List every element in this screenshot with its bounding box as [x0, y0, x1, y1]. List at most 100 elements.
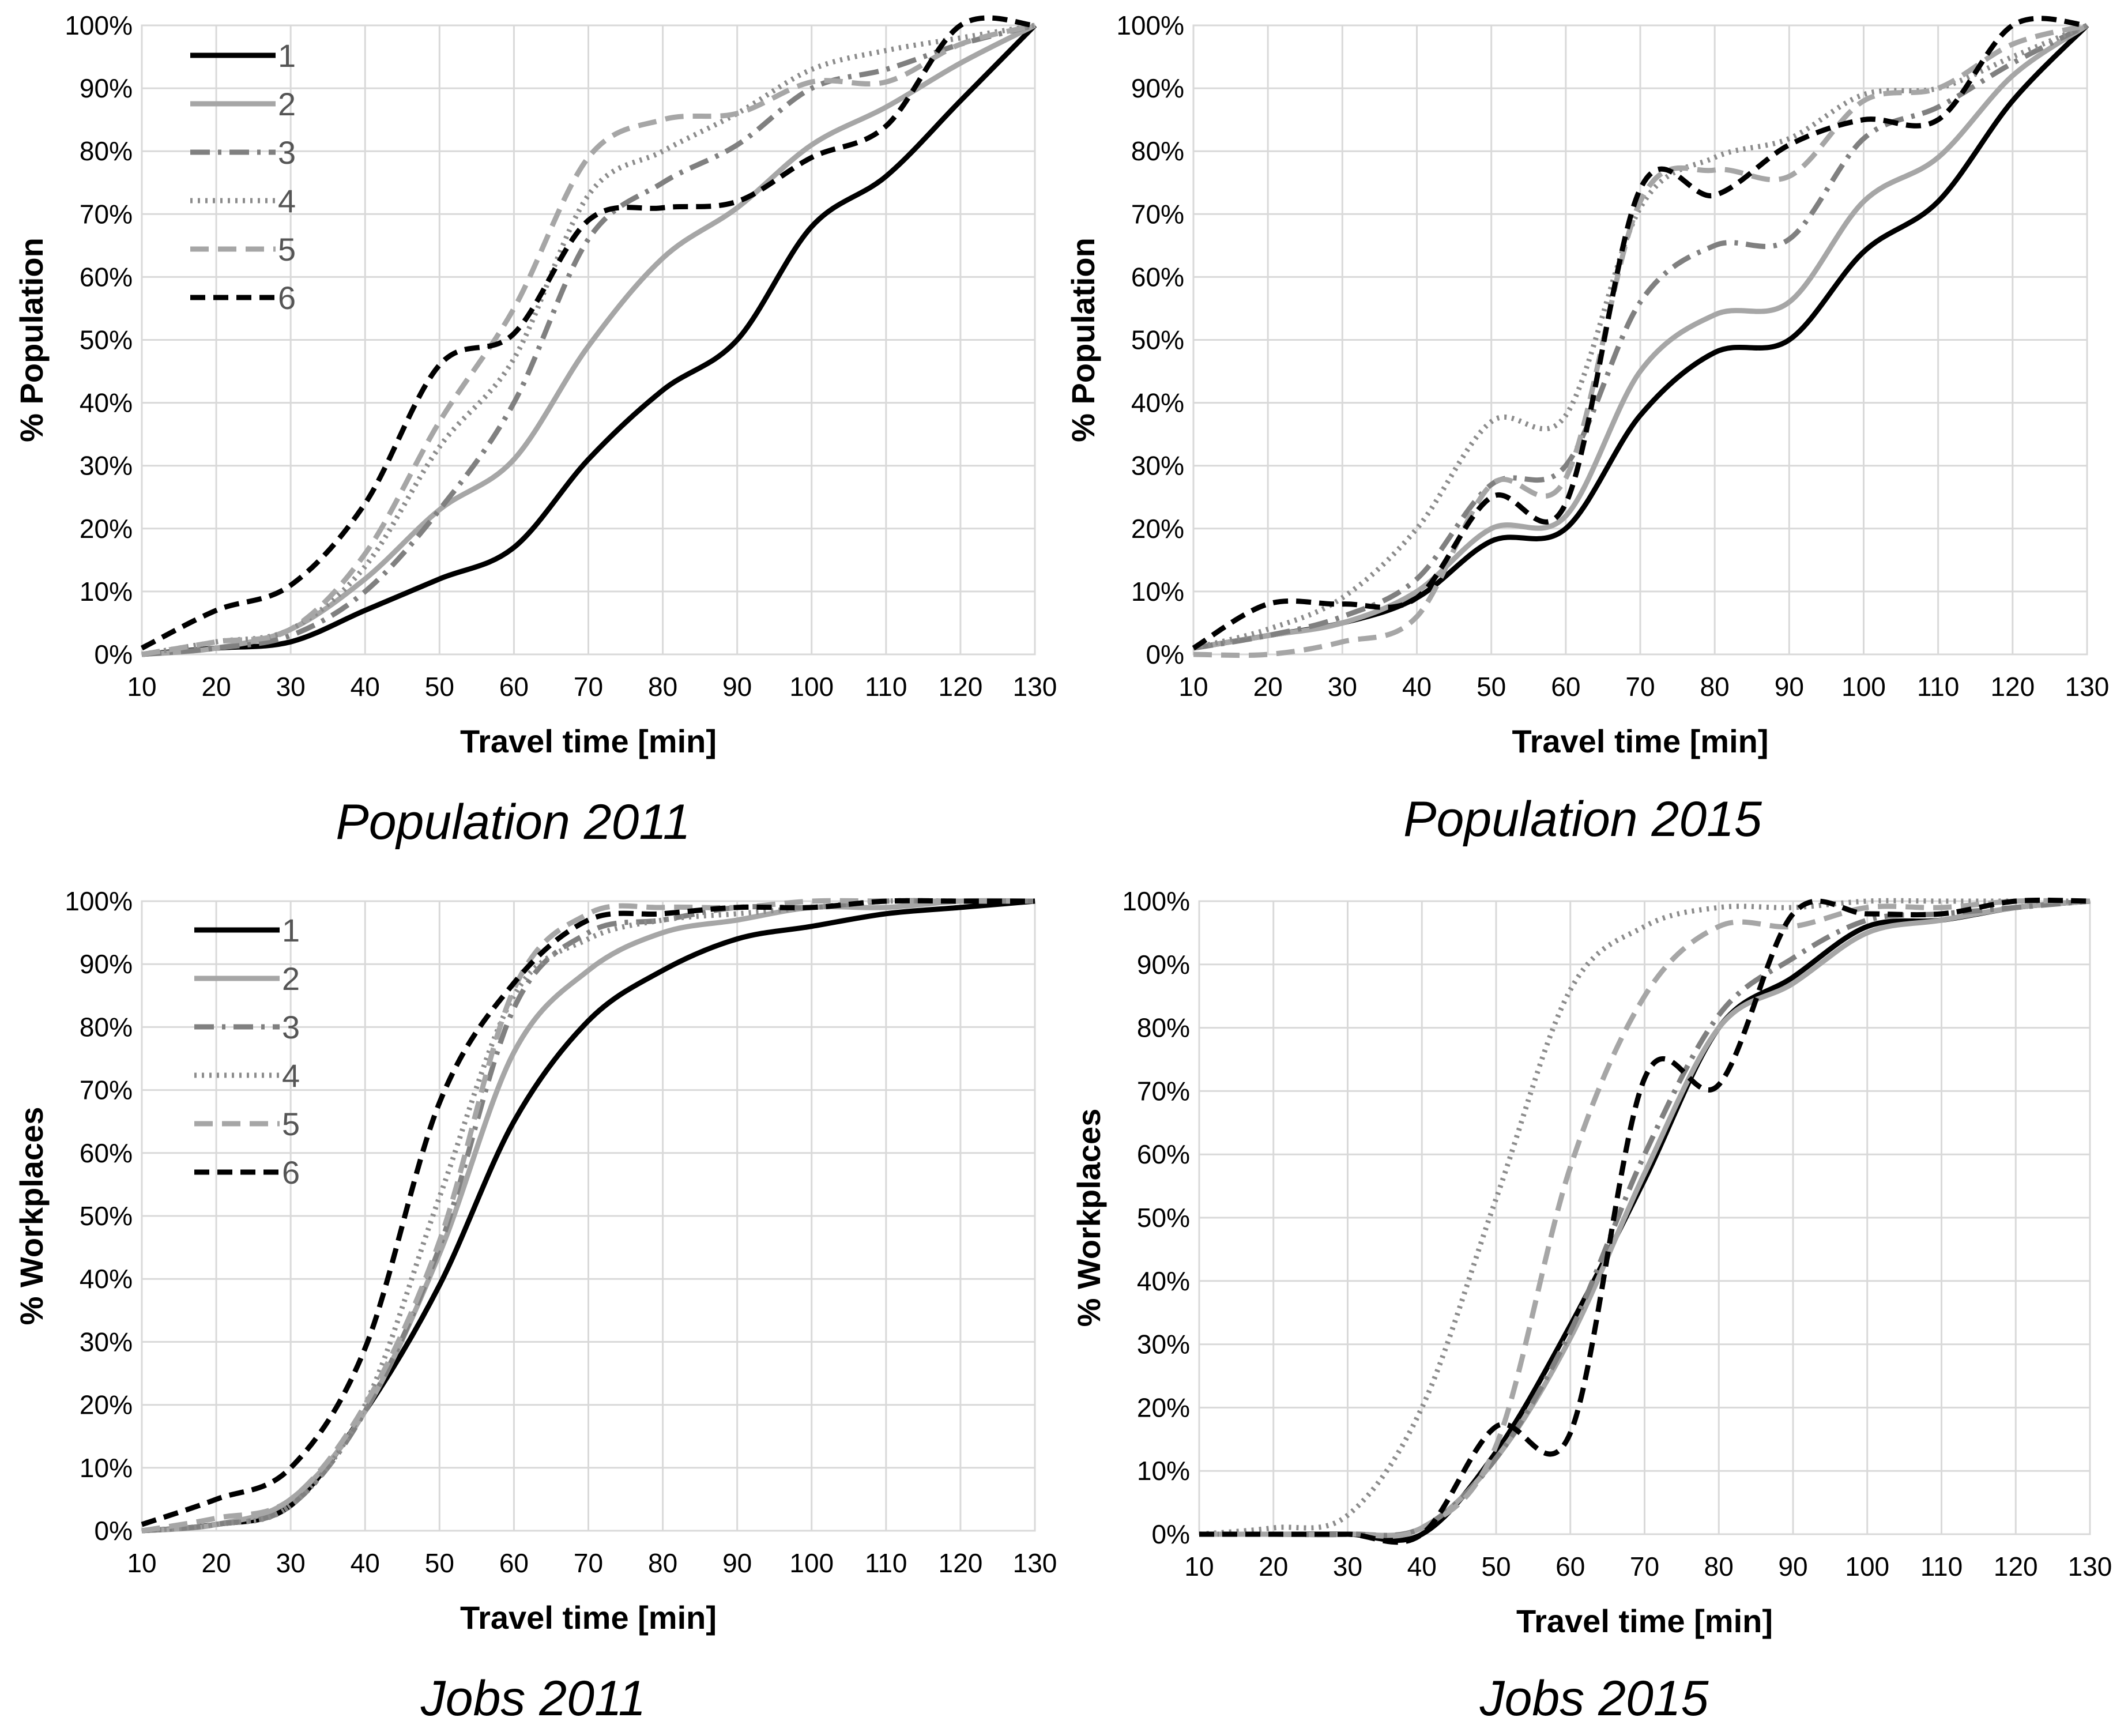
x-axis-title: Travel time [min] [1516, 1603, 1773, 1639]
x-tick-label: 50 [425, 672, 454, 702]
x-tick-label: 110 [1920, 1552, 1963, 1581]
y-tick-label: 20% [80, 514, 133, 544]
x-tick-label: 90 [1775, 672, 1804, 702]
chart-panel-2: 10 20 30 40 50 60 70 80 90 100 110 120 130 0% 10% 20% 30… [1065, 10, 2109, 847]
x-tick-label: 30 [1328, 672, 1357, 702]
y-tick-label: 90% [80, 949, 133, 979]
plot-frame [141, 24, 1036, 656]
x-tick-label: 80 [1700, 672, 1730, 702]
x-tick-label: 90 [1778, 1552, 1807, 1581]
x-tick-label: 10 [127, 1548, 156, 1578]
y-tick-label: 10% [80, 1453, 133, 1483]
y-tick-label: 40% [1131, 388, 1184, 418]
x-tick-label: 10 [127, 672, 156, 702]
chart-panel-1: 10 20 30 40 50 60 70 80 90 100 110 120 130 0% 10% 20% 30… [13, 10, 1057, 850]
y-tick-label: 60% [80, 262, 133, 292]
y-tick-label: 100% [65, 10, 133, 40]
x-tick-label: 40 [351, 1548, 380, 1578]
x-tick-label: 40 [351, 672, 380, 702]
x-tick-label: 20 [201, 1548, 231, 1578]
y-tick-label: 60% [1137, 1139, 1190, 1169]
y-tick-label: 20% [1137, 1392, 1190, 1422]
x-tick-label: 20 [1259, 1552, 1288, 1581]
x-tick-label: 50 [1481, 1552, 1511, 1581]
y-tick-label: 80% [80, 1012, 133, 1042]
y-tick-label: 60% [1131, 262, 1184, 292]
x-tick-label: 120 [939, 1548, 983, 1578]
x-tick-label: 70 [574, 672, 603, 702]
x-tick-label: 60 [499, 672, 529, 702]
y-tick-label: 50% [1137, 1203, 1190, 1233]
y-tick-label: 30% [1131, 451, 1184, 481]
chart-panel-3: 10 20 30 40 50 60 70 80 90 100 110 120 130 0% 10% 20% 30… [13, 886, 1057, 1726]
legend-label-3: 3 [282, 1009, 300, 1045]
x-tick-label: 20 [1253, 672, 1283, 702]
series-line-2 [1193, 23, 2089, 651]
x-tick-label: 50 [1477, 672, 1506, 702]
x-tick-label: 20 [201, 672, 231, 702]
plot-frame [141, 900, 1036, 1532]
legend-label-5: 5 [278, 231, 296, 268]
series-line-6 [141, 898, 1035, 1527]
y-tick-label: 30% [1137, 1330, 1190, 1360]
x-tick-label: 100 [1845, 1552, 1889, 1581]
x-tick-label: 80 [648, 1548, 677, 1578]
plot-frame [1198, 900, 2091, 1535]
y-tick-label: 50% [80, 325, 133, 355]
series-line-5 [1193, 22, 2088, 658]
x-tick-label: 100 [789, 1548, 834, 1578]
legend-label-4: 4 [278, 183, 296, 219]
y-axis-title: % Workplaces [1071, 1109, 1107, 1327]
x-tick-label: 30 [276, 1548, 306, 1578]
chart-caption: Jobs 2011 [420, 1671, 646, 1726]
legend: 1 2 3 4 5 6 [190, 37, 296, 316]
legend-label-1: 1 [282, 912, 300, 948]
x-tick-label: 80 [1704, 1552, 1734, 1581]
legend-label-6: 6 [278, 280, 296, 316]
x-tick-label: 110 [865, 672, 907, 702]
y-tick-label: 30% [80, 1327, 133, 1357]
x-tick-label: 70 [1625, 672, 1655, 702]
x-tick-label: 70 [574, 1548, 603, 1578]
series-line-3 [1193, 22, 2089, 651]
x-tick-label: 40 [1407, 1552, 1437, 1581]
x-axis-title: Travel time [min] [1512, 723, 1768, 759]
x-axis-title: Travel time [min] [460, 1599, 717, 1636]
legend-label-4: 4 [282, 1057, 300, 1094]
x-tick-label: 80 [648, 672, 677, 702]
legend-label-6: 6 [282, 1154, 300, 1191]
x-tick-label: 60 [499, 1548, 529, 1578]
y-tick-label: 0% [95, 639, 133, 669]
y-tick-label: 90% [80, 73, 133, 103]
x-tick-label: 130 [1013, 1548, 1057, 1578]
y-tick-label: 30% [80, 451, 133, 481]
x-tick-label: 40 [1402, 672, 1432, 702]
x-tick-label: 90 [722, 672, 752, 702]
y-tick-label: 70% [1137, 1076, 1190, 1106]
y-tick-label: 70% [80, 1075, 133, 1105]
plot-frame [1192, 24, 2088, 656]
x-tick-label: 110 [865, 1548, 907, 1578]
x-tick-label: 130 [2065, 672, 2110, 702]
x-tick-label: 130 [1013, 672, 1057, 702]
y-tick-label: 0% [1152, 1519, 1190, 1549]
x-tick-label: 120 [1990, 672, 2035, 702]
y-tick-label: 10% [80, 577, 133, 607]
y-tick-label: 100% [65, 886, 133, 916]
y-tick-label: 70% [1131, 199, 1184, 229]
y-tick-label: 50% [1131, 325, 1184, 355]
x-tick-label: 130 [2068, 1552, 2112, 1581]
x-tick-label: 30 [276, 672, 306, 702]
y-tick-label: 10% [1137, 1456, 1190, 1486]
y-tick-label: 50% [80, 1201, 133, 1231]
series-line-4 [1192, 22, 2088, 651]
y-tick-label: 100% [1122, 886, 1190, 916]
series-line-1 [141, 23, 1037, 657]
legend-label-3: 3 [278, 134, 296, 171]
x-tick-label: 70 [1630, 1552, 1659, 1581]
x-axis-title: Travel time [min] [460, 723, 717, 759]
y-tick-label: 0% [1146, 639, 1184, 669]
x-tick-label: 90 [722, 1548, 752, 1578]
x-tick-label: 50 [425, 1548, 454, 1578]
